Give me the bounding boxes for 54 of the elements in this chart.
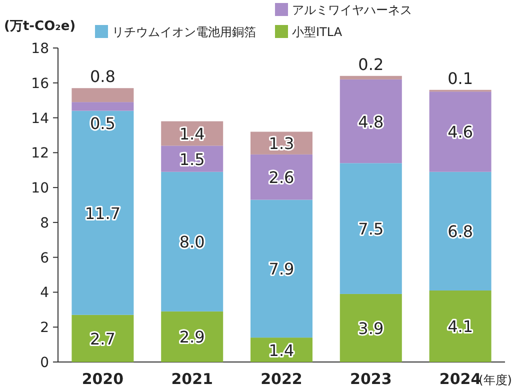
bar (72, 110, 134, 315)
data-label: 0.5 (90, 114, 116, 133)
bar (72, 102, 134, 111)
data-label: 2.9 (179, 328, 205, 347)
bar (340, 163, 402, 294)
bar (161, 172, 224, 312)
y-tick-label: 12 (31, 146, 49, 162)
y-tick-label: 16 (31, 76, 50, 92)
bar (429, 92, 492, 172)
data-label: 2.6 (268, 168, 294, 188)
y-tick-label: 4 (40, 285, 50, 302)
y-tick-label: 10 (31, 180, 49, 197)
data-label: 0.1 (448, 68, 474, 88)
data-label: 0.2 (358, 54, 384, 74)
bar (340, 79, 402, 164)
legend-label: アルミワイヤハーネス (292, 3, 412, 17)
bar (340, 76, 402, 80)
data-label: 4.8 (358, 112, 384, 132)
data-label: 6.8 (448, 222, 474, 242)
data-label: 3.9 (358, 318, 384, 338)
bar (161, 311, 224, 362)
x-tick-label: 2022 (260, 370, 302, 388)
data-label: 1.4 (179, 124, 205, 144)
bar (72, 88, 134, 102)
data-label: 1.3 (268, 134, 294, 154)
data-label: 1.4 (268, 340, 294, 360)
legend-label: リチウムイオン電池用銅箔 (112, 25, 256, 39)
legend-label: 小型ITLA (292, 25, 343, 39)
y-axis-title: (万t-CO₂e) (4, 19, 76, 34)
data-label: 2.7 (90, 329, 116, 348)
bar (340, 294, 402, 362)
data-label: 4.6 (448, 122, 474, 142)
data-label: 7.9 (268, 260, 294, 279)
data-label: 4.1 (448, 317, 474, 336)
y-tick-label: 8 (40, 215, 49, 232)
bar (250, 200, 312, 338)
data-label: 1.5 (179, 150, 205, 169)
y-tick-label: 0 (40, 355, 49, 371)
bar (429, 290, 492, 362)
bar (429, 172, 492, 290)
data-label: 11.7 (84, 204, 121, 223)
bar (72, 314, 134, 362)
x-tick-label: 2021 (171, 370, 213, 388)
data-label: 0.8 (90, 67, 116, 86)
x-tick-label: 2023 (350, 370, 392, 388)
x-tick-label: 2020 (82, 370, 124, 388)
y-tick-label: 2 (40, 320, 49, 336)
data-label: 7.5 (358, 220, 384, 239)
data-label: 8.0 (179, 232, 205, 252)
x-tick-label: 2024 (439, 370, 482, 388)
y-tick-label: 14 (31, 110, 50, 127)
y-tick-label: 18 (31, 41, 49, 57)
bar (250, 154, 312, 200)
y-tick-label: 6 (40, 250, 50, 266)
